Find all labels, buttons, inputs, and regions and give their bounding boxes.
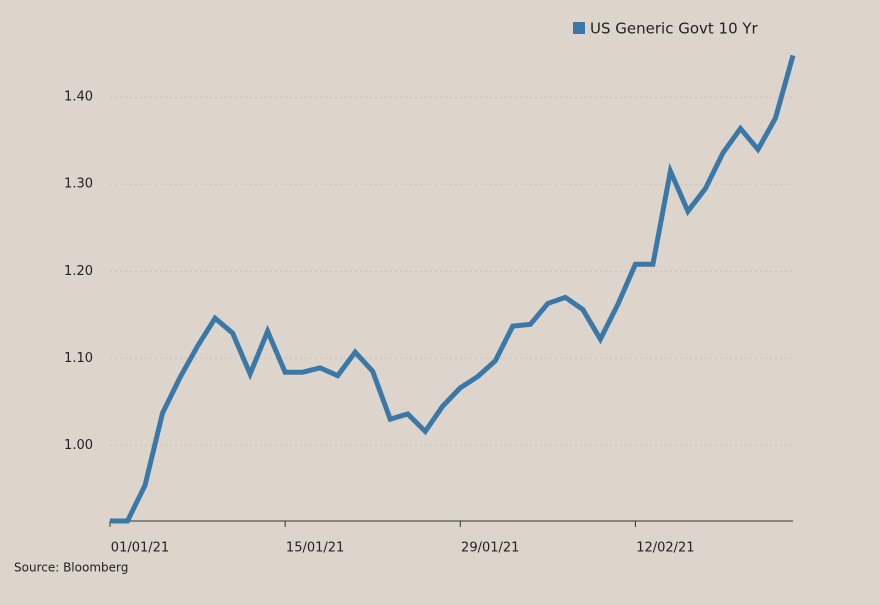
- legend-label: US Generic Govt 10 Yr: [590, 20, 759, 38]
- source-note: Source: Bloomberg: [14, 561, 128, 575]
- y-tick-label: 1.20: [64, 264, 93, 279]
- x-tick-label: 12/02/21: [636, 541, 694, 556]
- line-series: [110, 54, 796, 524]
- y-tick-label: 1.00: [64, 438, 93, 453]
- y-tick-label: 1.30: [64, 177, 93, 192]
- y-tick-label: 1.10: [64, 351, 93, 366]
- x-tick-label: 15/01/21: [286, 541, 344, 556]
- x-tick-label: 29/01/21: [461, 541, 519, 556]
- legend-swatch: [573, 22, 585, 34]
- x-tick-label: 01/01/21: [111, 541, 169, 556]
- y-tick-label: 1.40: [64, 90, 93, 105]
